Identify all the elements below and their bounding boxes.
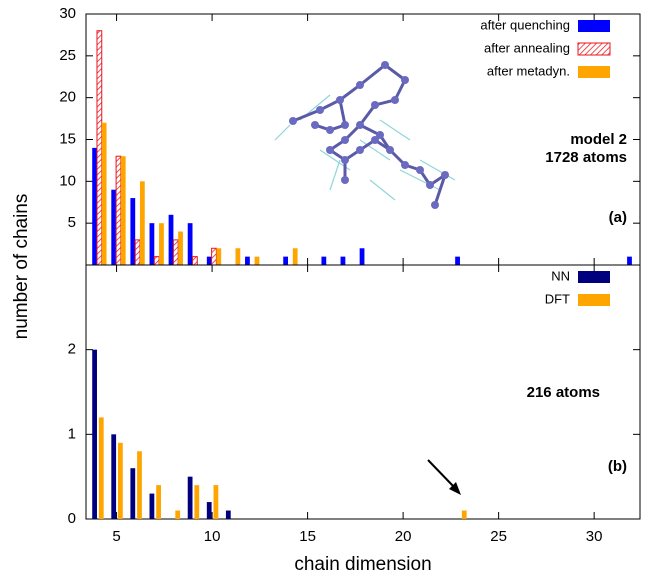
legend-label: after quenching xyxy=(480,17,570,32)
bar xyxy=(216,248,222,265)
bar xyxy=(117,442,123,519)
x-tick-label: 25 xyxy=(490,528,507,545)
y-tick-label: 1 xyxy=(68,425,76,442)
annotation: model 2 xyxy=(570,131,627,148)
bar xyxy=(211,247,217,266)
bar xyxy=(187,223,193,265)
y-tick-label: 25 xyxy=(59,47,76,64)
bar xyxy=(187,476,193,519)
bar xyxy=(192,256,198,266)
bar xyxy=(134,239,141,266)
bar xyxy=(168,214,174,265)
y-tick-label: 2 xyxy=(68,341,76,358)
y-tick-label: 0 xyxy=(68,510,76,527)
bar xyxy=(172,239,179,266)
bar xyxy=(292,248,298,265)
bar xyxy=(101,122,107,266)
bar xyxy=(111,189,117,265)
bar xyxy=(137,451,142,519)
bar xyxy=(627,256,632,265)
bar xyxy=(92,147,97,265)
bar xyxy=(130,198,136,265)
bar xyxy=(225,510,231,519)
bar xyxy=(115,155,122,266)
bar xyxy=(156,485,161,519)
bar xyxy=(213,485,219,519)
annotation: 216 atoms xyxy=(527,384,600,401)
bar xyxy=(455,256,460,265)
annotation: (a) xyxy=(609,209,627,226)
bar xyxy=(149,493,155,519)
annotation: (b) xyxy=(608,458,627,475)
y-tick-label: 5 xyxy=(68,214,76,231)
bar xyxy=(194,485,200,519)
bar xyxy=(235,248,241,265)
bar xyxy=(245,256,250,265)
bar xyxy=(149,223,155,265)
x-tick-label: 20 xyxy=(395,528,412,545)
bar xyxy=(359,248,365,265)
legend-swatch xyxy=(578,271,610,283)
legend-swatch xyxy=(577,42,611,56)
x-tick-label: 10 xyxy=(204,528,221,545)
plot-frame xyxy=(85,264,641,520)
legend-label: NN xyxy=(551,268,570,283)
molecule-image xyxy=(274,61,456,209)
bar xyxy=(254,256,260,265)
bar xyxy=(111,434,117,519)
x-tick-label: 15 xyxy=(299,528,316,545)
legend-label: DFT xyxy=(545,291,570,306)
bar xyxy=(175,510,181,519)
y-tick-label: 15 xyxy=(59,130,76,147)
legend-swatch xyxy=(578,66,610,78)
bar xyxy=(340,256,346,265)
arrow xyxy=(427,459,461,495)
y-tick-label: 10 xyxy=(59,172,76,189)
bar xyxy=(139,181,145,265)
bar xyxy=(178,231,183,265)
bar xyxy=(283,256,289,265)
bar xyxy=(120,156,126,265)
bar xyxy=(321,256,327,265)
annotation: 1728 atoms xyxy=(545,149,627,166)
x-axis-title: chain dimension xyxy=(294,554,431,575)
bar xyxy=(206,256,212,265)
bar xyxy=(461,510,467,519)
legend-label: after metadyn. xyxy=(487,63,570,78)
y-tick-label: 20 xyxy=(59,89,76,106)
x-tick-label: 30 xyxy=(586,528,603,545)
bar xyxy=(153,256,160,266)
bar xyxy=(206,502,212,519)
bar xyxy=(92,349,97,519)
bar xyxy=(159,223,164,265)
bar xyxy=(130,468,136,519)
y-tick-label: 30 xyxy=(59,5,76,22)
y-axis-title: number of chains xyxy=(11,194,32,340)
legend-label: after annealing xyxy=(484,40,570,55)
bar xyxy=(98,417,104,519)
legend-swatch xyxy=(578,20,610,32)
bar xyxy=(96,30,103,266)
x-tick-label: 5 xyxy=(112,528,120,545)
legend-swatch xyxy=(578,294,610,306)
